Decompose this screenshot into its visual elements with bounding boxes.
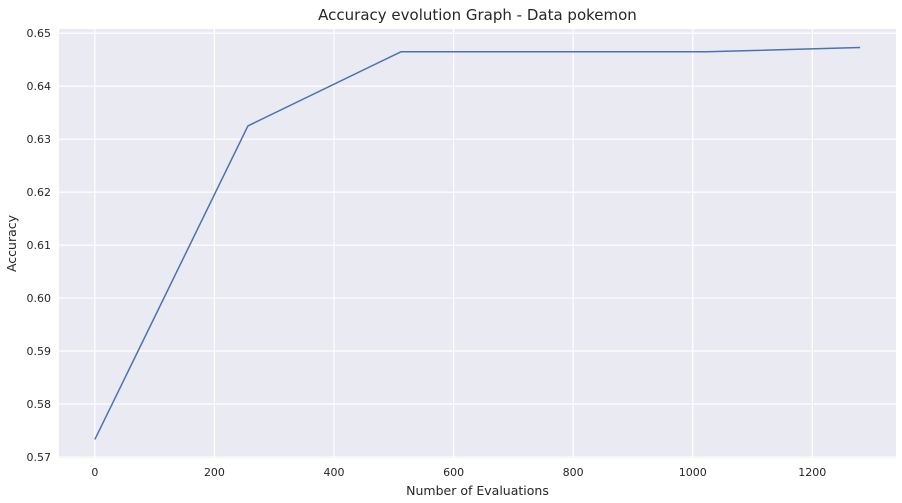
y-tick-labels: 0.57 0.58 0.59 0.60 0.61 0.62 0.63 0.64 0.65 — [27, 27, 52, 464]
x-tick-label: 600 — [443, 466, 464, 479]
y-axis-label: Accuracy — [4, 214, 19, 272]
y-tick-label: 0.63 — [27, 133, 52, 146]
plot-area — [59, 29, 896, 458]
x-tick-label: 1000 — [679, 466, 707, 479]
x-tick-label: 800 — [563, 466, 584, 479]
y-tick-label: 0.60 — [27, 292, 52, 305]
x-tick-label: 1200 — [798, 466, 826, 479]
y-tick-label: 0.62 — [27, 186, 52, 199]
y-tick-label: 0.58 — [27, 398, 52, 411]
x-axis-label: Number of Evaluations — [406, 483, 549, 498]
horizontal-gridlines — [59, 32, 896, 458]
chart-title: Accuracy evolution Graph - Data pokemon — [318, 6, 637, 24]
y-tick-label: 0.61 — [27, 239, 52, 252]
y-tick-label: 0.57 — [27, 451, 52, 464]
x-tick-label: 200 — [204, 466, 225, 479]
x-tick-label: 400 — [324, 466, 345, 479]
y-tick-label: 0.59 — [27, 345, 52, 358]
series-line — [94, 46, 861, 440]
vertical-gridlines — [94, 29, 813, 458]
y-tick-label: 0.65 — [27, 27, 52, 40]
x-tick-labels: 0 200 400 600 800 1000 1200 — [91, 466, 826, 479]
y-tick-label: 0.64 — [27, 80, 52, 93]
x-tick-label: 0 — [91, 466, 98, 479]
series-layer — [94, 46, 861, 440]
